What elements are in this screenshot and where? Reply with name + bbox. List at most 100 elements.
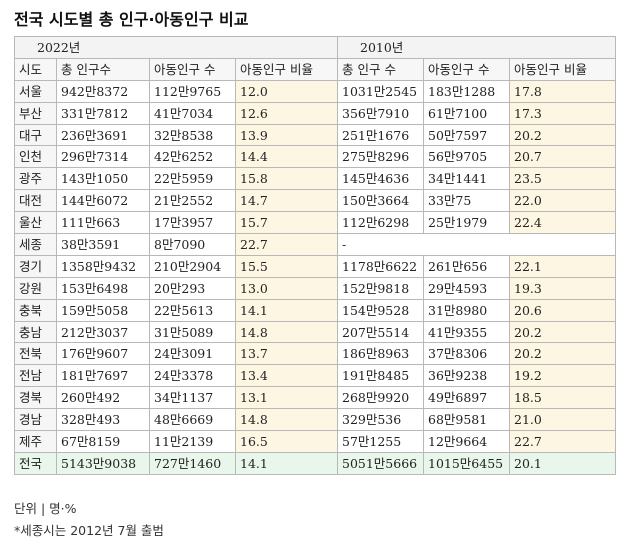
table-row: 광주 143만1050 22만5959 15.8 145만4636 34만1441 23.5	[14, 167, 617, 191]
total-2010-cell: 152만9818	[337, 276, 424, 300]
total-2022-cell: 1358만9432	[56, 254, 150, 278]
total-2010-cell: 356만7910	[337, 101, 424, 125]
child-2010-cell: 36만9238	[423, 364, 510, 388]
ratio-2022-cell: 13.9	[235, 123, 338, 147]
child-2022-cell: 11만2139	[149, 430, 236, 453]
ratio-2022-cell: 13.0	[235, 276, 338, 300]
region-cell: 전남	[14, 364, 57, 388]
child-2022-cell: 34만1137	[149, 386, 236, 410]
total-2010-cell: 145만4636	[337, 167, 424, 191]
ratio-2022-cell: 14.8	[235, 408, 338, 432]
table-row: 부산 331만7812 41만7034 12.6 356만7910 61만7100 17.3	[14, 101, 617, 125]
footnote: *세종시는 2012년 7월 출범	[14, 523, 164, 538]
col-header-total-2022: 총 인구수	[56, 57, 150, 81]
ratio-2010-cell: 22.1	[508, 254, 617, 278]
ratio-2010-cell: 19.3	[508, 276, 617, 300]
total-2010-cell: 57만1255	[337, 430, 424, 453]
child-2010-cell: 12만9664	[423, 430, 510, 453]
child-2010-cell: 25만1979	[423, 211, 510, 235]
col-header-child-2022: 아동인구 수	[149, 57, 236, 81]
child-2022-cell: 17만3957	[149, 211, 236, 235]
col-header-region: 시도	[14, 57, 57, 81]
ratio-2022-cell: 14.1	[235, 298, 338, 322]
table-row: 울산 111만663 17만3957 15.7 112만6298 25만1979 22.4	[14, 211, 617, 235]
region-cell: 경기	[14, 254, 57, 278]
total-2010-cell: 1178만6622	[337, 254, 424, 278]
child-2022-cell: 24만3378	[149, 364, 236, 388]
ratio-2010-cell: 17.8	[508, 79, 617, 103]
region-cell: 세종	[14, 233, 57, 256]
total-2022-cell: 942만8372	[56, 79, 150, 103]
ratio-2010-cell: 22.7	[508, 430, 617, 453]
region-cell: 경남	[14, 408, 57, 432]
total-2022-cell: 260만492	[56, 386, 150, 410]
ratio-2010-cell: 20.7	[508, 145, 617, 169]
total-2022-cell: 153만6498	[56, 276, 150, 300]
year-header-2010: 2010년	[336, 36, 617, 59]
total-2010-cell: 191만8485	[337, 364, 424, 388]
region-cell: 강원	[14, 276, 57, 300]
region-cell: 광주	[14, 167, 57, 191]
column-header-row: 시도 총 인구수 아동인구 수 아동인구 비율 총 인구 수 아동인구 수 아동…	[14, 57, 617, 81]
ratio-2010-cell: 21.0	[508, 408, 617, 432]
child-2010-cell: 31만8980	[423, 298, 510, 322]
ratio-2010-cell: 20.2	[508, 123, 617, 147]
child-2022-cell: 20만293	[149, 276, 236, 300]
col-header-total-2010: 총 인구 수	[337, 57, 424, 81]
child-2010-cell: 49만6897	[423, 386, 510, 410]
total-2010-cell: 329만536	[337, 408, 424, 432]
total-2010-cell: 1031만2545	[337, 79, 424, 103]
child-2010-cell: 183만1288	[423, 79, 510, 103]
table-row: 세종 38만3591 8만7090 22.7-	[14, 233, 617, 256]
ratio-2022-cell: 13.7	[235, 342, 338, 366]
total-2010-cell: -	[336, 233, 617, 256]
child-2022-cell: 727만1460	[149, 451, 236, 475]
child-2022-cell: 8만7090	[149, 233, 236, 256]
child-2010-cell: 34만1441	[423, 167, 510, 191]
total-2022-cell: 111만663	[56, 211, 150, 235]
total-2010-cell: 150만3664	[337, 189, 424, 213]
total-2010-cell: 251만1676	[337, 123, 424, 147]
region-cell: 대전	[14, 189, 57, 213]
child-2022-cell: 32만8538	[149, 123, 236, 147]
total-2010-cell: 275만8296	[337, 145, 424, 169]
table-row: 강원 153만6498 20만293 13.0 152만9818 29만4593 19.3	[14, 276, 617, 300]
total-2010-cell: 5051만5666	[337, 451, 424, 475]
total-2010-cell: 268만9920	[337, 386, 424, 410]
table-body: 서울 942만8372 112만9765 12.0 1031만2545 183만1288 1…	[14, 79, 617, 453]
total-2022-cell: 38만3591	[56, 233, 150, 256]
child-2010-cell: 1015만6455	[423, 451, 510, 475]
table-row: 인천 296만7314 42만6252 14.4 275만8296 56만9705 20.7	[14, 145, 617, 169]
child-2010-cell: 261만656	[423, 254, 510, 278]
unit-note: 단위 | 명·%	[14, 501, 77, 516]
year-header-row: 2022년 2010년	[14, 36, 617, 59]
ratio-2022-cell: 14.4	[235, 145, 338, 169]
child-2010-cell: 61만7100	[423, 101, 510, 125]
ratio-2010-cell: 18.5	[508, 386, 617, 410]
child-2022-cell: 22만5613	[149, 298, 236, 322]
total-2022-cell: 159만5058	[56, 298, 150, 322]
table-row: 충북 159만5058 22만5613 14.1 154만9528 31만8980 20.6	[14, 298, 617, 322]
ratio-2022-cell: 22.7	[235, 233, 338, 256]
child-2010-cell: 50만7597	[423, 123, 510, 147]
ratio-2010-cell: 20.2	[508, 320, 617, 344]
table-row: 전남 181만7697 24만3378 13.4 191만8485 36만9238 19.2	[14, 364, 617, 388]
total-2022-cell: 328만493	[56, 408, 150, 432]
region-cell: 전국	[14, 451, 57, 475]
col-header-ratio-2010: 아동인구 비율	[508, 57, 617, 81]
total-2022-cell: 176만9607	[56, 342, 150, 366]
region-cell: 제주	[14, 430, 57, 453]
total-2022-cell: 296만7314	[56, 145, 150, 169]
ratio-2010-cell: 19.2	[508, 364, 617, 388]
region-cell: 전북	[14, 342, 57, 366]
child-2022-cell: 210만2904	[149, 254, 236, 278]
child-2010-cell: 41만9355	[423, 320, 510, 344]
total-2022-cell: 5143만9038	[56, 451, 150, 475]
ratio-2010-cell: 22.0	[508, 189, 617, 213]
total-2022-cell: 143만1050	[56, 167, 150, 191]
ratio-2010-cell: 23.5	[508, 167, 617, 191]
total-row: 전국 5143만9038 727만1460 14.1 5051만5666 101…	[14, 451, 617, 475]
child-2010-cell: 33만75	[423, 189, 510, 213]
table-row: 대전 144만6072 21만2552 14.7 150만3664 33만75 22.0	[14, 189, 617, 213]
ratio-2010-cell: 20.1	[508, 451, 617, 475]
